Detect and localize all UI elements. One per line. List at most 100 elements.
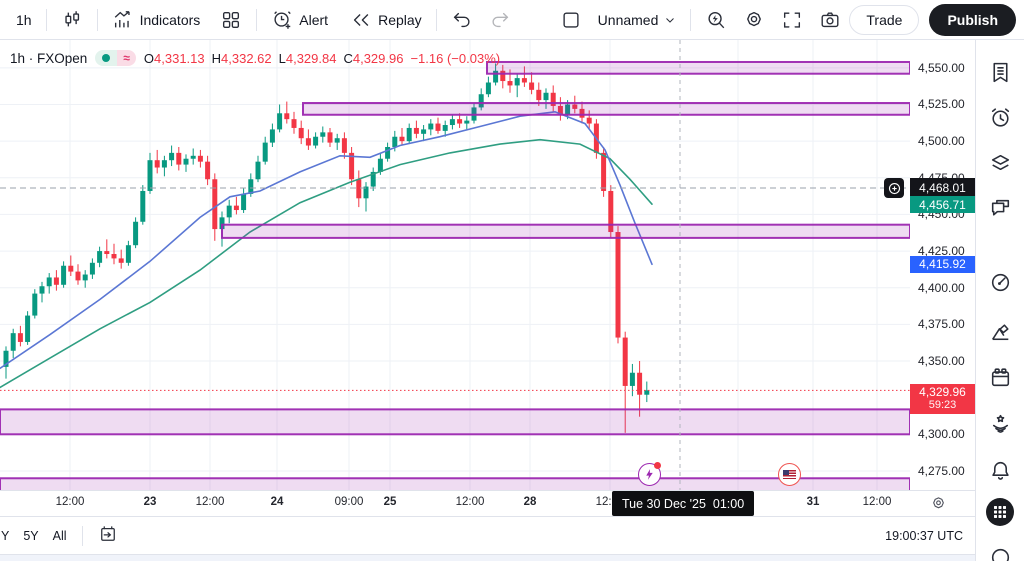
low-label: L bbox=[278, 50, 286, 66]
publish-button[interactable]: Publish bbox=[929, 3, 1016, 36]
range-button-all[interactable]: All bbox=[52, 528, 67, 543]
candle-body bbox=[3, 350, 9, 367]
candle-body bbox=[377, 158, 383, 172]
candle-body bbox=[284, 113, 290, 120]
go-to-date-button[interactable] bbox=[91, 520, 125, 551]
time-axis-settings-gear-icon[interactable] bbox=[930, 495, 947, 512]
candle-body bbox=[392, 136, 398, 148]
candle-body bbox=[183, 158, 189, 165]
economic-event-us-flag-icon[interactable] bbox=[778, 463, 801, 487]
layout-name: Unnamed bbox=[597, 11, 659, 28]
high-value: 4,332.62 bbox=[221, 50, 272, 66]
open-value: 4,331.13 bbox=[154, 50, 205, 66]
candle-body bbox=[557, 105, 563, 115]
candle-body bbox=[291, 119, 297, 128]
undo-button[interactable] bbox=[443, 5, 481, 35]
candle-body bbox=[485, 82, 491, 95]
chart-canvas[interactable]: 1h · FXOpen ≈ O4,331.13 H4,332.62 L4,329… bbox=[0, 40, 910, 490]
ideas-button[interactable] bbox=[986, 268, 1014, 296]
layout-button[interactable] bbox=[552, 5, 590, 35]
calendar-button[interactable] bbox=[986, 363, 1014, 391]
candle-body bbox=[320, 132, 326, 137]
indicators-label: Indicators bbox=[139, 11, 201, 28]
time-tick-label: 23 bbox=[143, 496, 157, 508]
change-value: −1.16 (−0.03%) bbox=[410, 50, 501, 66]
indicator-templates-button[interactable] bbox=[212, 5, 250, 35]
time-tick-label: 12:00 bbox=[862, 496, 892, 508]
price-tick-label: 4,525.00 bbox=[918, 97, 965, 112]
help-button[interactable] bbox=[986, 543, 1014, 561]
candle-body bbox=[572, 104, 578, 109]
layout-name-button[interactable]: Unnamed bbox=[590, 8, 685, 32]
alerts-panel-button[interactable] bbox=[986, 103, 1014, 131]
session-clock[interactable]: 19:00:37 UTC bbox=[885, 528, 963, 543]
alert-button[interactable]: Alert bbox=[263, 5, 336, 35]
chats-button[interactable] bbox=[986, 194, 1014, 222]
candle-body bbox=[341, 138, 347, 153]
candle-body bbox=[442, 125, 448, 131]
redo-button[interactable] bbox=[481, 5, 519, 35]
replay-button[interactable]: Replay bbox=[342, 5, 430, 35]
settings-button[interactable] bbox=[735, 5, 773, 35]
canvas-row: 1h · FXOpen ≈ O4,331.13 H4,332.62 L4,329… bbox=[0, 40, 975, 490]
camera-icon bbox=[819, 9, 841, 31]
candle-body bbox=[644, 390, 650, 395]
circle-icon bbox=[988, 545, 1013, 561]
go-to-date-calendar-icon bbox=[98, 524, 118, 544]
candle-body bbox=[529, 82, 535, 90]
candle-body bbox=[399, 136, 405, 142]
ma-slow-line bbox=[0, 138, 653, 389]
price-axis[interactable]: 4,275.00 4,300.00 4,350.00 4,375.00 4,400.00… bbox=[910, 40, 975, 490]
supply-demand-zone bbox=[0, 408, 910, 436]
candle-body bbox=[190, 155, 196, 159]
candle-body bbox=[82, 274, 88, 281]
scanner-button[interactable] bbox=[986, 318, 1014, 346]
toolbar-divider bbox=[256, 8, 258, 31]
chart-style-button[interactable] bbox=[53, 5, 91, 35]
fullscreen-button[interactable] bbox=[773, 5, 811, 35]
symbol-title[interactable]: 1h · FXOpen bbox=[10, 50, 88, 66]
candle-body bbox=[514, 78, 520, 86]
candle-body bbox=[629, 372, 635, 386]
notifications-button[interactable] bbox=[986, 456, 1014, 484]
candle-body bbox=[46, 277, 52, 287]
event-alert-dot bbox=[654, 462, 661, 470]
market-status-pills[interactable]: ≈ bbox=[95, 50, 136, 66]
broadcast-star-icon bbox=[988, 412, 1013, 437]
add-alert-plus-button[interactable] bbox=[884, 178, 904, 199]
ma-fast-value: 4,415.92 bbox=[919, 257, 966, 272]
price-tick-label: 4,300.00 bbox=[918, 427, 965, 442]
candle-body bbox=[370, 171, 376, 187]
signals-button[interactable] bbox=[986, 410, 1014, 438]
bell-icon bbox=[988, 458, 1013, 483]
range-button-5y[interactable]: 5Y bbox=[23, 528, 39, 543]
candlestick-chart bbox=[0, 40, 910, 490]
candle-body bbox=[449, 119, 455, 126]
object-tree-button[interactable] bbox=[986, 148, 1014, 176]
time-axis[interactable]: 12:003112:0012:002812:002509:002412:0023… bbox=[0, 490, 975, 516]
close-label: C bbox=[343, 50, 353, 66]
candle-body bbox=[601, 152, 607, 191]
indicators-button[interactable]: Indicators bbox=[104, 5, 209, 35]
screenshot-button[interactable] bbox=[811, 5, 849, 35]
candle-body bbox=[75, 271, 81, 281]
trade-button[interactable]: Trade bbox=[849, 4, 920, 35]
economic-event-lightning-icon[interactable] bbox=[638, 462, 661, 487]
apps-menu-button[interactable] bbox=[986, 498, 1014, 526]
supply-demand-zone bbox=[0, 477, 910, 490]
candle-body bbox=[493, 70, 499, 83]
close-value: 4,329.96 bbox=[352, 50, 404, 66]
interval-button[interactable]: 1h bbox=[16, 11, 32, 28]
ma-fast-price-badge: 4,415.92 bbox=[910, 255, 975, 273]
calendar-icon bbox=[988, 365, 1013, 390]
candle-body bbox=[25, 315, 31, 342]
candle-body bbox=[10, 333, 16, 351]
quick-search-button[interactable] bbox=[697, 5, 735, 35]
range-button-1y[interactable]: Y bbox=[1, 528, 10, 543]
candle-body bbox=[169, 152, 175, 161]
watchlist-button[interactable] bbox=[986, 58, 1014, 86]
candle-body bbox=[579, 108, 585, 118]
candle-body bbox=[421, 129, 427, 134]
chart-legend: 1h · FXOpen ≈ O4,331.13 H4,332.62 L4,329… bbox=[10, 50, 500, 66]
